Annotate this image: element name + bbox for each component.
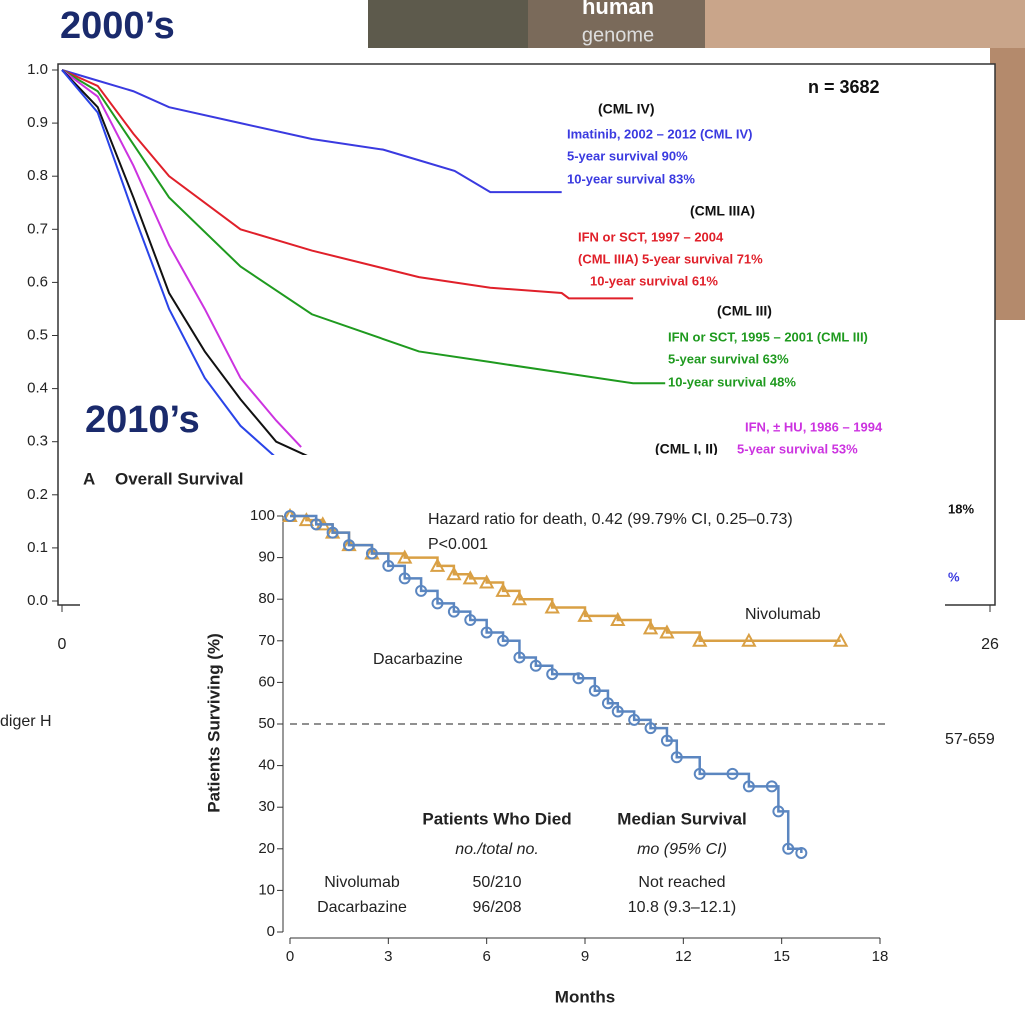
x-tick-label: 15	[773, 948, 790, 965]
era-label: 2010’s	[85, 399, 200, 441]
table-unit: mo (95% CI)	[637, 841, 727, 858]
y-tick-label: 1.0	[27, 61, 48, 78]
series-label: (CML I, II)	[655, 441, 718, 457]
y-tick-label: 0	[267, 923, 275, 940]
table-cell: Nivolumab	[324, 874, 400, 891]
x-tick-label: 0	[286, 948, 294, 965]
y-tick-label: 0.3	[27, 433, 48, 450]
annotation: IFN or SCT, 1995 – 2001 (CML III)	[668, 329, 868, 344]
y-tick-label: 0.0	[27, 592, 48, 609]
x-tick-label: 26	[981, 636, 999, 653]
y-tick-label: 0.2	[27, 486, 48, 503]
x-tick-label: 3	[384, 948, 392, 965]
y-tick-label: 20	[258, 840, 275, 857]
annotation: IFN or SCT, 1997 – 2004	[578, 229, 724, 244]
series-label: Nivolumab	[745, 606, 821, 623]
annotation: 10-year survival 83%	[567, 171, 695, 186]
x-tick-label: 6	[482, 948, 490, 965]
annotation: 18%	[948, 501, 974, 516]
annotation: IFN, ± HU, 1986 – 1994	[745, 419, 883, 434]
y-tick-label: 90	[258, 549, 275, 566]
y-tick-label: 0.6	[27, 273, 48, 290]
photo-text: genome	[582, 24, 654, 46]
series-label: Dacarbazine	[373, 651, 463, 668]
chart-title: Overall Survival	[115, 469, 244, 488]
annotation: %	[948, 569, 960, 584]
x-axis-label: Months	[555, 987, 615, 1006]
table-cell: Not reached	[638, 874, 725, 891]
nivolumab-chart: A Overall Survival 0 10 20 30 40 50 60 70 80 90 100 0…	[80, 455, 945, 1010]
annotation: P<0.001	[428, 536, 488, 553]
table-cell: 96/208	[473, 899, 522, 916]
panel-letter: A	[83, 469, 95, 488]
y-tick-label: 40	[258, 757, 275, 774]
y-tick-label: 0.1	[27, 539, 48, 556]
series-label: (CML IV)	[598, 101, 655, 117]
table-cell: 10.8 (9.3–12.1)	[628, 899, 737, 916]
y-tick-label: 70	[258, 632, 275, 649]
photo-mosaic	[368, 0, 528, 48]
face-photo	[705, 0, 1025, 48]
annotation: (CML IIIA) 5-year survival 71%	[578, 251, 763, 266]
y-tick-label: 10	[258, 881, 275, 898]
table-header: Patients Who Died	[422, 809, 571, 828]
x-tick-label: 0	[58, 636, 67, 653]
annotation: 5-year survival 53%	[737, 441, 858, 456]
y-tick-label: 0.8	[27, 167, 48, 184]
y-tick-label: 0.5	[27, 326, 48, 343]
y-tick-label: 100	[250, 507, 275, 524]
annotation: 10-year survival 61%	[590, 273, 718, 288]
table-unit: no./total no.	[455, 841, 539, 858]
annotation: n = 3682	[808, 77, 880, 97]
table-cell: 50/210	[473, 874, 522, 891]
citation: 57-659	[945, 731, 995, 748]
annotation: 10-year survival 48%	[668, 374, 796, 389]
citation: diger H	[0, 713, 52, 730]
x-tick-label: 18	[872, 948, 889, 965]
annotation: Hazard ratio for death, 0.42 (99.79% CI,…	[428, 511, 793, 528]
y-axis-label: Patients Surviving (%)	[204, 633, 223, 812]
era-label: 2000’s	[60, 5, 175, 47]
y-tick-label: 60	[258, 673, 275, 690]
y-tick-label: 0.4	[27, 380, 48, 397]
slide: human genome 2000’s diger H 57-659 0.0 0.…	[0, 0, 1025, 1010]
series-label: (CML III)	[717, 303, 772, 319]
y-tick-label: 30	[258, 798, 275, 815]
x-tick-label: 9	[581, 948, 589, 965]
x-tick-label: 12	[675, 948, 692, 965]
y-tick-label: 80	[258, 590, 275, 607]
table-header: Median Survival	[617, 809, 746, 828]
y-tick-label: 0.7	[27, 220, 48, 237]
annotation: 5-year survival 63%	[668, 351, 789, 366]
annotation: Imatinib, 2002 – 2012 (CML IV)	[567, 126, 752, 141]
photo-text: human	[582, 0, 654, 19]
annotation: 5-year survival 90%	[567, 148, 688, 163]
y-tick-label: 0.9	[27, 114, 48, 131]
series-label: (CML IIIA)	[690, 203, 755, 219]
table-cell: Dacarbazine	[317, 899, 407, 916]
y-tick-label: 50	[258, 715, 275, 732]
